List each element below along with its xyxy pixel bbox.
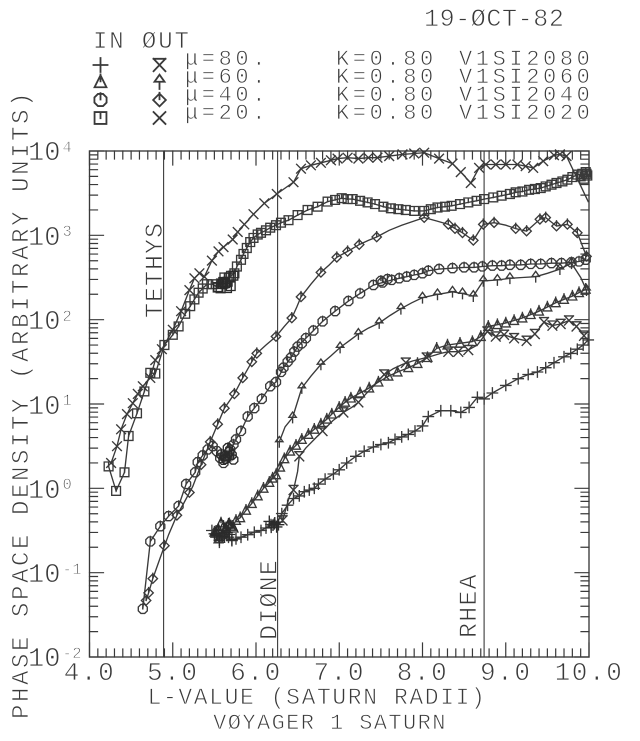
svg-text:10.0: 10.0 (555, 658, 624, 688)
svg-text:10: 10 (28, 561, 60, 591)
svg-text:10: 10 (28, 224, 60, 254)
svg-text:6.0: 6.0 (230, 658, 282, 688)
svg-text:10: 10 (28, 393, 60, 423)
svg-text:K=0.80: K=0.80 (336, 65, 437, 90)
svg-text:4.0: 4.0 (64, 658, 116, 688)
svg-text:V1SI2080: V1SI2080 (459, 47, 593, 72)
svg-text:19-ØCT-82: 19-ØCT-82 (424, 5, 564, 34)
svg-text:K=0.80: K=0.80 (336, 83, 437, 108)
svg-text:9.0: 9.0 (480, 658, 532, 688)
svg-text:10: 10 (28, 477, 60, 507)
svg-text:5.0: 5.0 (147, 658, 199, 688)
svg-text:8.0: 8.0 (397, 658, 449, 688)
svg-text:IN ØUT: IN ØUT (93, 29, 191, 56)
svg-text:10: 10 (28, 308, 60, 338)
svg-text:2: 2 (63, 308, 73, 326)
svg-text:K=0.80: K=0.80 (336, 101, 437, 126)
svg-text:0: 0 (63, 476, 73, 494)
svg-text:10: 10 (28, 645, 60, 675)
svg-text:K=0.80: K=0.80 (336, 47, 437, 72)
svg-text:V1SI2060: V1SI2060 (459, 65, 593, 90)
svg-text:V1SI2040: V1SI2040 (459, 83, 593, 108)
svg-text:PHASE SPACE DENSITY (ARBITRARY: PHASE SPACE DENSITY (ARBITRARY UNITS) (9, 90, 36, 719)
svg-text:μ=60.: μ=60. (185, 65, 269, 90)
svg-text:-1: -1 (63, 561, 83, 579)
svg-text:3: 3 (63, 223, 73, 241)
svg-text:TETHYS: TETHYS (141, 222, 170, 318)
svg-text:-2: -2 (63, 645, 83, 663)
svg-text:DIØNE: DIØNE (256, 559, 285, 640)
svg-text:μ=40.: μ=40. (185, 83, 269, 108)
svg-text:RHEA: RHEA (455, 573, 484, 638)
svg-text:μ=80.: μ=80. (185, 47, 269, 72)
svg-text:VØYAGER 1 SATURN: VØYAGER 1 SATURN (213, 711, 447, 736)
svg-text:4: 4 (63, 139, 73, 157)
svg-text:1: 1 (63, 392, 73, 410)
svg-text:V1SI2020: V1SI2020 (459, 101, 593, 126)
svg-text:μ=20.: μ=20. (185, 101, 269, 126)
svg-text:7.0: 7.0 (313, 658, 365, 688)
svg-text:L-VALUE (SATURN RADII): L-VALUE (SATURN RADII) (148, 685, 487, 711)
svg-text:10: 10 (28, 139, 60, 169)
